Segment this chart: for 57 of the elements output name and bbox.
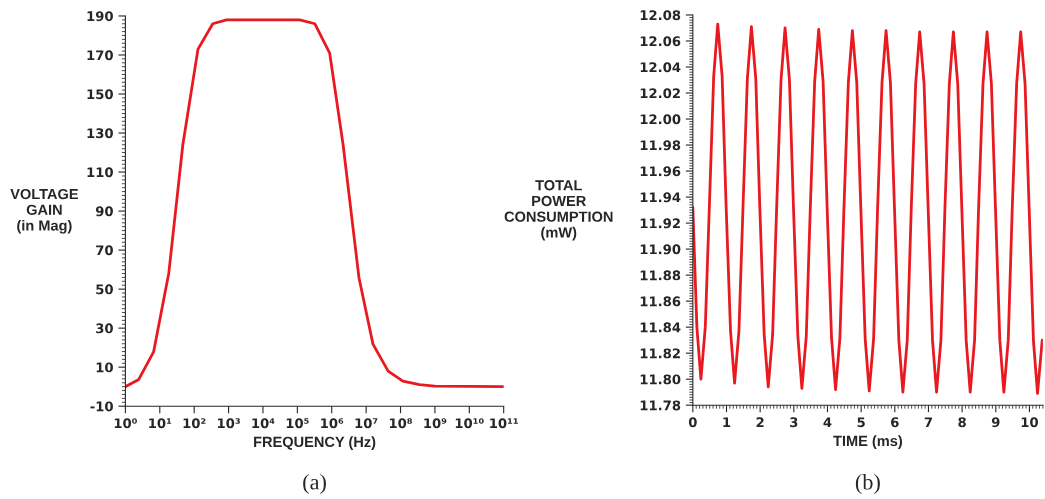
x-tick-label: 10⁶ (321, 418, 344, 429)
y-tick-label: 11.78 (640, 400, 681, 411)
x-tick-label: 8 (958, 417, 966, 428)
x-axis-title: FREQUENCY (Hz) (254, 436, 376, 450)
x-tick-label: 10³ (217, 418, 240, 429)
x-tick-label: 10 (1021, 417, 1038, 428)
x-tick-label: 0 (688, 417, 697, 428)
y-tick-label: 11.80 (640, 374, 681, 385)
y-tick-label: 170 (87, 50, 113, 61)
y-tick-label: 12.00 (640, 114, 681, 125)
x-axis-title: TIME (ms) (833, 435, 902, 449)
x-tick-label: 10² (183, 418, 206, 429)
x-tick-label: 4 (823, 417, 832, 428)
y-tick-label: 12.06 (640, 36, 681, 47)
y-tick-label: 11.84 (640, 322, 681, 333)
y-tick-label: 12.08 (640, 10, 681, 21)
y-tick-label: 11.86 (640, 296, 681, 307)
y-tick-label: 110 (87, 167, 113, 178)
x-tick-label: 10⁵ (286, 418, 309, 429)
x-tick-label: 10⁷ (355, 418, 378, 429)
y-tick-label: 11.82 (640, 348, 680, 359)
y-axis-title: TOTAL POWER CONSUMPTION (mW) (504, 180, 613, 241)
y-tick-label: 11.90 (640, 244, 681, 255)
y-tick-label: 90 (95, 206, 113, 217)
x-tick-label: 7 (924, 417, 932, 428)
y-tick-label: 190 (87, 11, 113, 22)
y-axis-title: VOLTAGE GAIN (in Mag) (10, 188, 78, 234)
y-tick-label: 12.02 (640, 88, 680, 99)
x-tick-label: 10¹ (149, 418, 172, 429)
y-tick-label: 10 (96, 362, 113, 373)
x-tick-label: 3 (790, 417, 798, 428)
y-tick-label: 11.92 (640, 218, 680, 229)
x-tick-label: 6 (891, 417, 899, 428)
text: (b) (855, 473, 880, 495)
x-tick-label: 10¹⁰ (455, 418, 484, 429)
text: (a) (303, 473, 326, 495)
x-tick-label: 10¹¹ (490, 418, 518, 429)
x-tick-label: 2 (756, 417, 764, 428)
y-tick-label: 130 (87, 128, 113, 139)
x-tick-label: 9 (991, 417, 1000, 428)
x-tick-label: 10⁰ (114, 418, 137, 429)
y-tick-label: 11.96 (640, 166, 681, 177)
x-tick-label: 1 (723, 417, 731, 428)
y-tick-label: 12.04 (640, 62, 681, 73)
x-tick-label: 10⁹ (424, 418, 447, 429)
y-tick-label: 11.94 (640, 192, 681, 203)
y-tick-label: 11.98 (640, 140, 681, 151)
line-series (692, 22, 1043, 395)
y-tick-label: -10 (90, 401, 113, 412)
y-tick-label: 150 (87, 89, 113, 100)
y-tick-label: 11.88 (640, 270, 681, 281)
y-tick-label: 50 (96, 284, 113, 295)
x-tick-label: 5 (857, 417, 865, 428)
y-tick-label: 30 (96, 323, 113, 334)
x-tick-label: 10⁴ (252, 418, 275, 429)
x-tick-label: 10⁸ (389, 418, 412, 429)
y-tick-label: 70 (96, 245, 113, 256)
